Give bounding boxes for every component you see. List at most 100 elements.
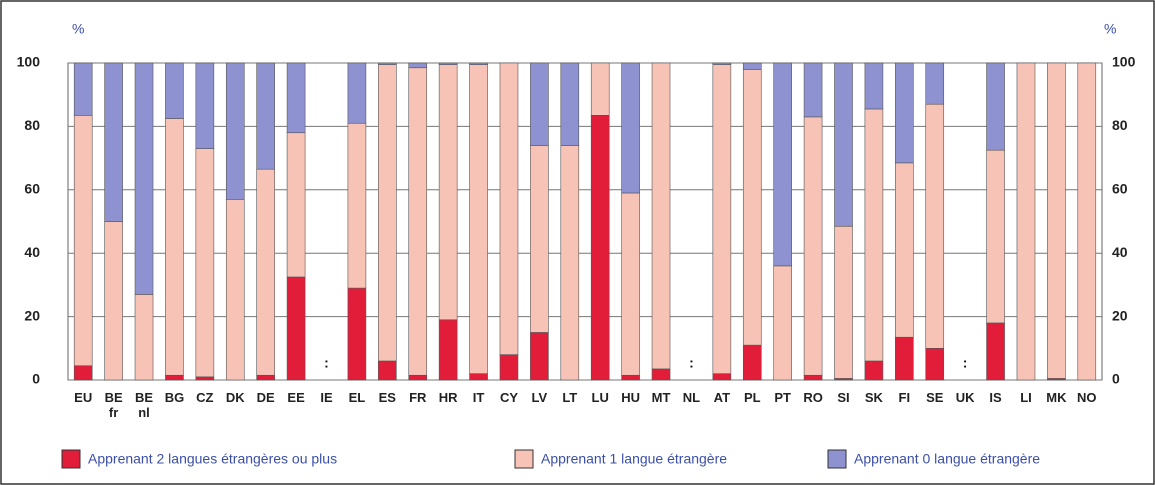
y-unit-left: % bbox=[72, 21, 84, 37]
bar-segment bbox=[73, 115, 93, 367]
bar-segment bbox=[560, 145, 580, 381]
x-tick-label: EU bbox=[74, 390, 93, 405]
x-tick-label: FI bbox=[898, 390, 911, 405]
x-tick-label: SK bbox=[864, 390, 883, 405]
bar-segment bbox=[925, 347, 945, 381]
x-tick-label: BE nl bbox=[134, 390, 154, 420]
bar-segment bbox=[195, 62, 215, 149]
bar-segment bbox=[864, 62, 884, 110]
bar-segment bbox=[651, 62, 671, 370]
x-tick-label: DK bbox=[225, 390, 245, 405]
y-tick-label: 60 bbox=[24, 181, 40, 197]
y-tick-label-right: 0 bbox=[1112, 371, 1120, 387]
bar-segment bbox=[286, 62, 306, 134]
bar-segment bbox=[378, 360, 397, 381]
bar-segment bbox=[621, 192, 640, 376]
bar-segment bbox=[1077, 62, 1097, 381]
bar-segment bbox=[621, 374, 640, 381]
no-data: : bbox=[689, 355, 694, 371]
x-tick-label: LT bbox=[562, 390, 578, 405]
x-tick-label: CZ bbox=[196, 390, 214, 405]
x-tick-label: EE bbox=[287, 390, 305, 405]
bar-segment bbox=[895, 62, 914, 164]
x-tick-label: BG bbox=[164, 390, 185, 405]
bar-segment bbox=[408, 374, 428, 381]
x-tick-label: LI bbox=[1020, 390, 1032, 405]
legend-label: Apprenant 0 langue étrangère bbox=[854, 451, 1040, 467]
x-tick-label: UK bbox=[955, 390, 975, 405]
bar-segment bbox=[803, 374, 823, 381]
bar-segment bbox=[742, 69, 762, 346]
y-tick-label: 100 bbox=[17, 54, 41, 70]
bar-segment bbox=[590, 115, 610, 381]
bar-segment bbox=[864, 108, 884, 362]
x-tick-label: SE bbox=[926, 390, 944, 405]
bar-segment bbox=[986, 322, 1005, 381]
bar-segment bbox=[438, 64, 458, 321]
bar-segment bbox=[438, 319, 458, 381]
plot-area bbox=[67, 62, 1103, 381]
bar-segment bbox=[286, 276, 306, 381]
bar-segment bbox=[1016, 62, 1036, 381]
bar-segment bbox=[530, 332, 549, 381]
x-tick-label: RO bbox=[803, 390, 823, 405]
bar-segment bbox=[834, 62, 853, 227]
x-tick-label: NL bbox=[682, 390, 701, 405]
bar-segment bbox=[773, 265, 792, 381]
bar-segment bbox=[256, 62, 275, 170]
bar-segment bbox=[134, 62, 154, 295]
bar-segment bbox=[742, 62, 762, 70]
bar-segment bbox=[378, 62, 397, 65]
bar-segment bbox=[712, 64, 732, 374]
bar-segment bbox=[438, 62, 458, 65]
x-tick-label: CY bbox=[499, 390, 518, 405]
x-tick-label: IS bbox=[989, 390, 1002, 405]
bar-segment bbox=[925, 103, 945, 349]
bar-segment bbox=[408, 67, 428, 376]
bar-segment bbox=[165, 374, 184, 381]
x-tick-label: BE fr bbox=[104, 390, 123, 420]
bar-segment bbox=[864, 360, 884, 381]
bar-segment bbox=[225, 62, 245, 200]
bar-segment bbox=[225, 199, 245, 381]
x-tick-label: LV bbox=[531, 390, 548, 405]
x-tick-label: PL bbox=[743, 390, 761, 405]
x-tick-label: IE bbox=[320, 390, 333, 405]
x-tick-label: LU bbox=[591, 390, 609, 405]
x-tick-label: DE bbox=[256, 390, 275, 405]
bar-segment bbox=[104, 221, 123, 381]
bar-segment bbox=[530, 145, 549, 333]
x-tick-label: MK bbox=[1046, 390, 1067, 405]
bar-segment bbox=[256, 168, 275, 376]
bar-segment bbox=[347, 62, 367, 124]
x-tick-label: HU bbox=[621, 390, 640, 405]
no-data: : bbox=[324, 355, 329, 371]
x-tick-label: EL bbox=[348, 390, 366, 405]
bar-segment bbox=[590, 62, 610, 116]
bar-segment bbox=[104, 62, 123, 222]
bar-segment bbox=[621, 62, 640, 194]
bar-segment bbox=[165, 118, 184, 376]
legend-label: Apprenant 1 langue étrangère bbox=[541, 451, 727, 467]
bar-segment bbox=[895, 336, 914, 381]
bar-segment bbox=[499, 354, 519, 381]
bar-segment bbox=[499, 62, 519, 355]
y-tick-label: 80 bbox=[24, 117, 40, 133]
bar-segment bbox=[773, 62, 792, 267]
y-tick-label-right: 20 bbox=[1112, 307, 1128, 323]
bar-segment bbox=[347, 287, 367, 381]
y-tick-label-right: 100 bbox=[1112, 54, 1136, 70]
bar-segment bbox=[408, 62, 428, 69]
y-tick-label: 0 bbox=[32, 371, 40, 387]
x-tick-label: ES bbox=[378, 390, 396, 405]
y-tick-label: 20 bbox=[24, 307, 40, 323]
bar-segment bbox=[895, 162, 914, 338]
legend-swatch bbox=[514, 449, 534, 469]
bar-segment bbox=[986, 149, 1005, 324]
bar-segment bbox=[73, 365, 93, 381]
no-data: : bbox=[963, 355, 968, 371]
bar-segment bbox=[73, 62, 93, 116]
